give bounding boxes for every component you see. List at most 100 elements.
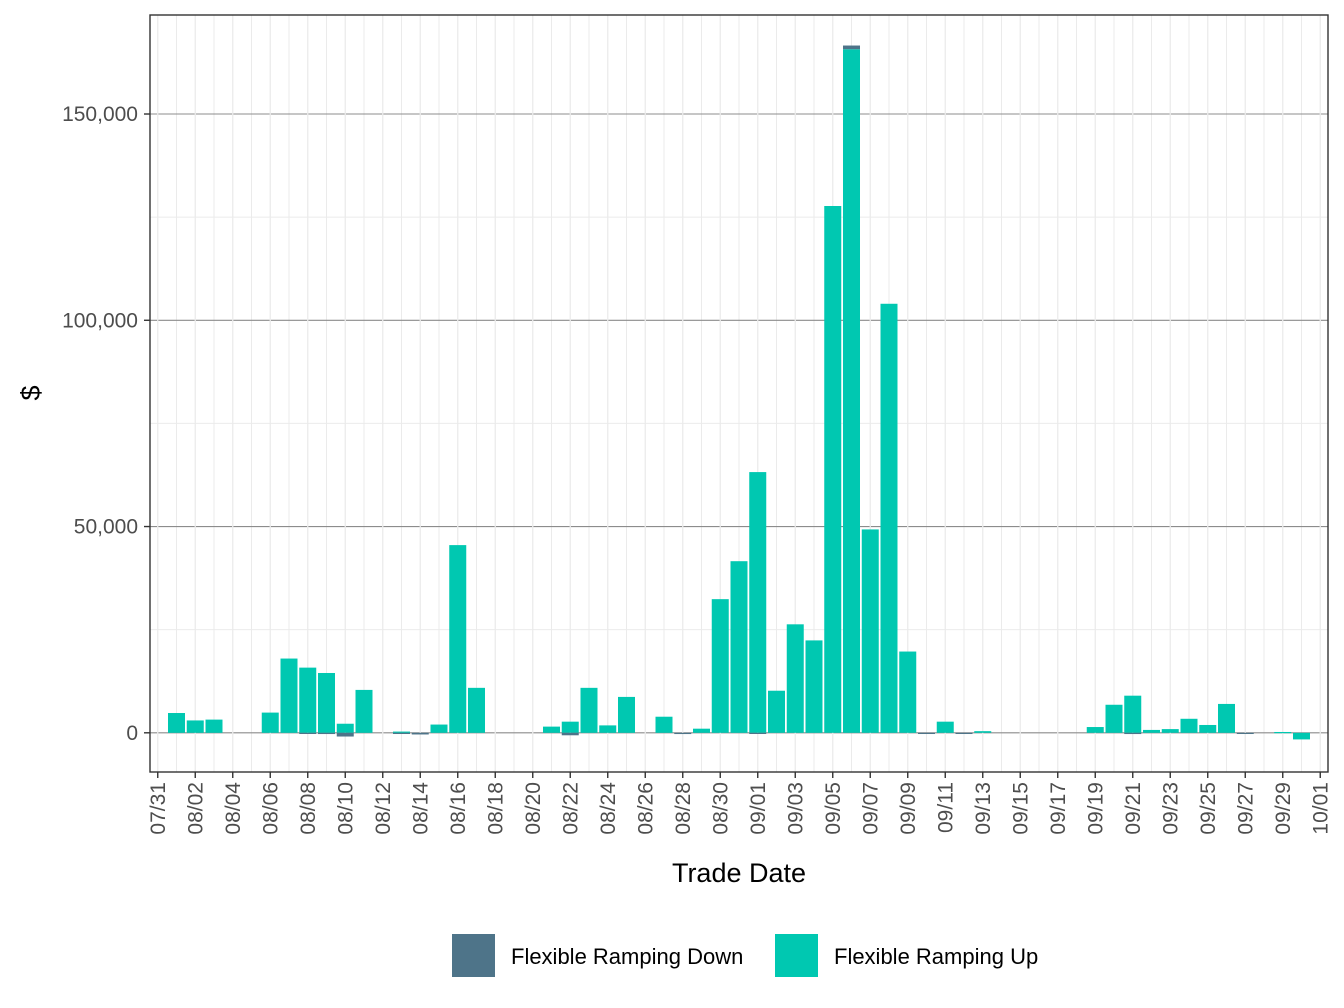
bar bbox=[824, 206, 842, 733]
x-tick-label: 09/15 bbox=[1009, 782, 1032, 835]
x-tick-label: 08/20 bbox=[522, 782, 545, 835]
bar bbox=[168, 713, 185, 733]
x-tick-label: 08/08 bbox=[297, 782, 320, 835]
bar bbox=[261, 712, 279, 733]
bar bbox=[861, 529, 879, 733]
bar bbox=[899, 651, 917, 733]
bar bbox=[468, 687, 485, 733]
x-tick-label: 09/29 bbox=[1272, 782, 1295, 835]
bar bbox=[599, 725, 617, 733]
x-tick-label: 08/04 bbox=[222, 782, 245, 835]
bar bbox=[730, 561, 748, 733]
bar bbox=[1124, 695, 1142, 733]
x-axis: 07/31 08/02 08/04 08/06 08/08 08/10 08/12 08/14… bbox=[147, 772, 1332, 835]
x-tick-label: 07/31 bbox=[147, 782, 170, 835]
x-tick-label: 09/27 bbox=[1234, 782, 1257, 835]
y-tick-label: 150,000 bbox=[62, 103, 138, 126]
x-tick-label: 09/09 bbox=[897, 782, 920, 835]
bar bbox=[1105, 704, 1123, 733]
bar bbox=[430, 724, 448, 733]
legend: Flexible Ramping Down Flexible Ramping Up bbox=[452, 934, 1038, 977]
bar bbox=[280, 658, 298, 733]
bar bbox=[299, 667, 317, 733]
bar bbox=[618, 696, 635, 733]
x-tick-label: 08/16 bbox=[447, 782, 470, 835]
bar bbox=[880, 303, 898, 733]
plot-border bbox=[149, 14, 1329, 773]
bar bbox=[918, 732, 935, 735]
bar bbox=[1218, 703, 1235, 733]
x-tick-label: 08/02 bbox=[184, 782, 207, 835]
bar bbox=[1199, 724, 1217, 733]
bar bbox=[749, 472, 767, 733]
bar bbox=[561, 732, 579, 736]
bar bbox=[411, 732, 429, 735]
x-tick-label: 09/21 bbox=[1122, 782, 1145, 835]
bar bbox=[561, 721, 579, 733]
x-tick-label: 08/06 bbox=[259, 782, 282, 835]
plot-panel bbox=[149, 14, 1329, 773]
bar bbox=[843, 49, 860, 733]
x-tick-label: 09/01 bbox=[747, 782, 770, 835]
x-tick-label: 09/23 bbox=[1159, 782, 1182, 835]
x-tick-label: 08/12 bbox=[372, 782, 395, 835]
bar bbox=[655, 716, 673, 733]
bar bbox=[1124, 732, 1142, 735]
bar bbox=[843, 45, 860, 50]
y-axis: 0 50,000 100,000 150,000 bbox=[62, 103, 150, 745]
bar bbox=[318, 672, 335, 733]
x-tick-label: 08/18 bbox=[484, 782, 507, 835]
x-tick-label: 08/10 bbox=[334, 782, 357, 835]
bar bbox=[749, 732, 767, 735]
bar bbox=[1293, 732, 1310, 740]
x-tick-label: 09/25 bbox=[1197, 782, 1220, 835]
bar bbox=[1143, 729, 1160, 733]
bar bbox=[805, 640, 823, 733]
bar bbox=[580, 687, 598, 733]
bar bbox=[974, 731, 992, 733]
y-tick-label: 0 bbox=[126, 722, 138, 745]
x-tick-label: 09/13 bbox=[972, 782, 995, 835]
bar bbox=[299, 732, 317, 735]
x-tick-label: 09/03 bbox=[784, 782, 807, 835]
legend-swatch bbox=[452, 934, 495, 977]
legend-label: Flexible Ramping Down bbox=[511, 944, 743, 969]
bar bbox=[393, 731, 410, 733]
bar bbox=[543, 726, 560, 733]
bar bbox=[336, 732, 354, 737]
bar bbox=[449, 545, 467, 733]
bar bbox=[768, 690, 785, 733]
x-tick-label: 08/14 bbox=[409, 782, 432, 835]
x-tick-label: 08/28 bbox=[672, 782, 695, 835]
bar bbox=[1161, 729, 1179, 733]
x-tick-label: 08/26 bbox=[634, 782, 657, 835]
x-tick-label: 10/01 bbox=[1309, 782, 1332, 835]
bar bbox=[1086, 727, 1104, 733]
y-axis-title: $ bbox=[16, 385, 46, 400]
bar bbox=[1180, 718, 1198, 733]
x-axis-title: Trade Date bbox=[672, 858, 806, 888]
x-tick-label: 09/07 bbox=[859, 782, 882, 835]
bar bbox=[674, 732, 692, 735]
bar bbox=[786, 624, 804, 733]
x-tick-label: 08/22 bbox=[559, 782, 582, 835]
y-tick-label: 50,000 bbox=[74, 516, 138, 539]
x-tick-label: 09/17 bbox=[1047, 782, 1070, 835]
legend-label: Flexible Ramping Up bbox=[834, 944, 1038, 969]
bars bbox=[168, 45, 1310, 740]
bar bbox=[1274, 731, 1292, 734]
bar bbox=[1236, 732, 1254, 735]
bar bbox=[936, 721, 954, 733]
bar bbox=[355, 689, 373, 733]
y-tick-label: 100,000 bbox=[62, 309, 138, 332]
bar bbox=[186, 720, 204, 733]
x-tick-label: 08/24 bbox=[597, 782, 620, 835]
bar bbox=[955, 732, 973, 735]
x-tick-label: 09/05 bbox=[822, 782, 845, 835]
x-tick-label: 08/30 bbox=[709, 782, 732, 835]
bar bbox=[205, 719, 223, 733]
x-tick-label: 09/19 bbox=[1084, 782, 1107, 835]
bar bbox=[393, 732, 410, 735]
bar bbox=[693, 728, 710, 733]
